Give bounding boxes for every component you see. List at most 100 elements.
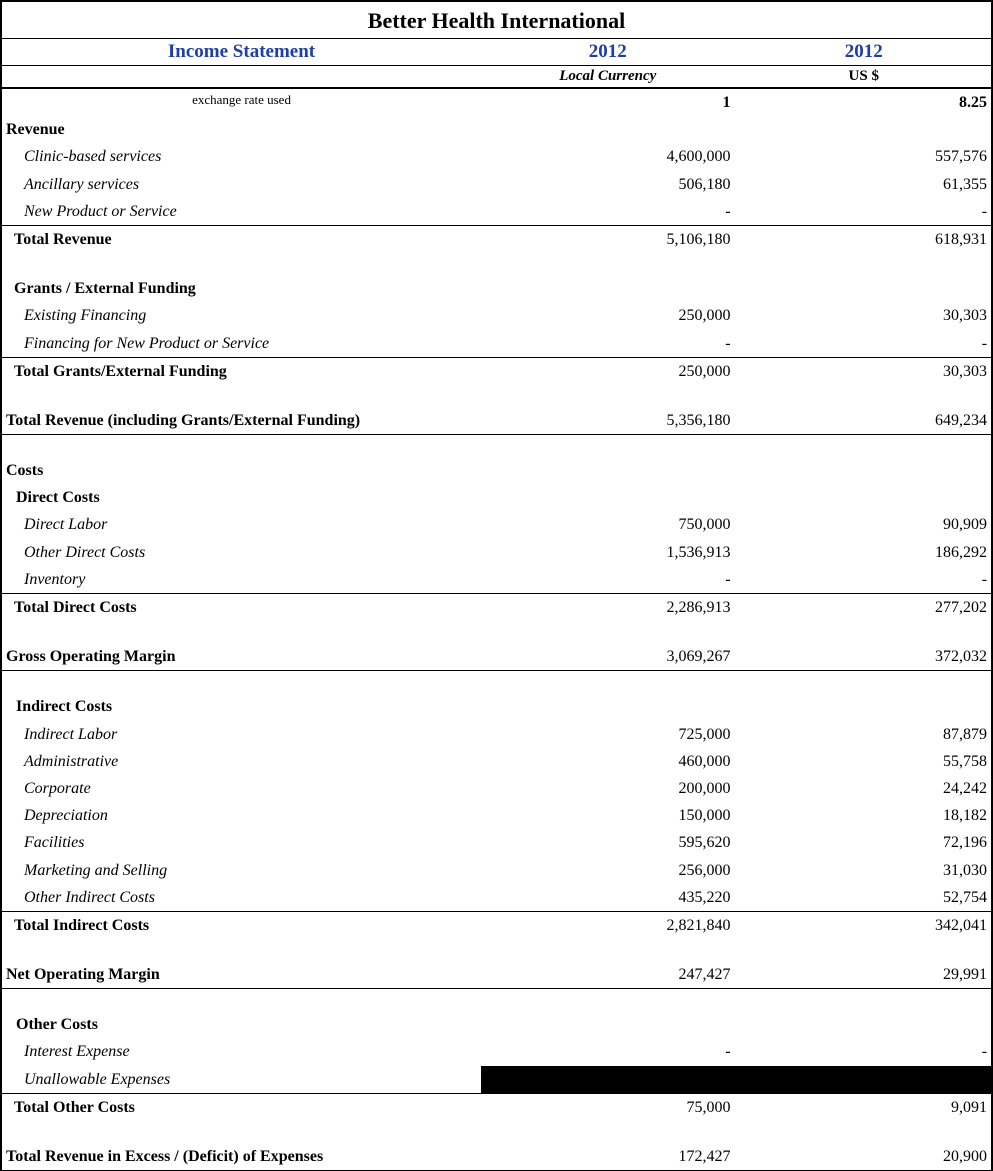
spacer xyxy=(2,253,991,275)
net-margin-label: Net Operating Margin xyxy=(2,961,481,988)
deprec-row: Depreciation 150,000 18,182 xyxy=(2,802,991,829)
subheader-usd: US $ xyxy=(737,66,991,87)
interest-local: - xyxy=(481,1038,736,1065)
grants-header-label: Grants / External Funding xyxy=(2,275,481,302)
indirect-labor-local: 725,000 xyxy=(481,721,736,748)
facilities-local: 595,620 xyxy=(481,829,736,856)
corporate-local: 200,000 xyxy=(481,775,736,802)
inventory-label: Inventory xyxy=(2,566,481,593)
spacer xyxy=(2,385,991,407)
excess-usd: 20,900 xyxy=(737,1143,991,1170)
marketing-usd: 31,030 xyxy=(737,857,991,884)
clinic-usd: 557,576 xyxy=(737,143,991,170)
other-direct-row: Other Direct Costs 1,536,913 186,292 xyxy=(2,539,991,566)
deprec-usd: 18,182 xyxy=(737,802,991,829)
spacer xyxy=(2,1121,991,1143)
spacer xyxy=(2,621,991,643)
ancillary-label: Ancillary services xyxy=(2,171,481,198)
exchange-label: exchange rate used xyxy=(2,89,481,116)
income-statement-page: Better Health International Income State… xyxy=(0,0,993,1171)
gross-margin-row: Gross Operating Margin 3,069,267 372,032 xyxy=(2,643,991,671)
existing-fin-row: Existing Financing 250,000 30,303 xyxy=(2,302,991,329)
indirect-header-label: Indirect Costs xyxy=(2,693,481,720)
header-year-local: 2012 xyxy=(481,39,736,65)
ancillary-usd: 61,355 xyxy=(737,171,991,198)
admin-label: Administrative xyxy=(2,748,481,775)
column-header-row: Income Statement 2012 2012 xyxy=(2,39,991,66)
direct-labor-local: 750,000 xyxy=(481,511,736,538)
costs-header-label: Costs xyxy=(2,457,481,484)
total-rev-incl-local: 5,356,180 xyxy=(481,407,736,434)
direct-costs-header: Direct Costs xyxy=(2,484,991,511)
inventory-row: Inventory - - xyxy=(2,566,991,593)
unallow-local-redacted xyxy=(481,1066,736,1093)
total-indirect-local: 2,821,840 xyxy=(481,911,736,939)
page-title: Better Health International xyxy=(2,2,991,39)
newprod-row: New Product or Service - - xyxy=(2,198,991,225)
other-direct-label: Other Direct Costs xyxy=(2,539,481,566)
exchange-usd: 8.25 xyxy=(737,89,991,116)
gross-margin-label: Gross Operating Margin xyxy=(2,643,481,670)
total-direct-usd: 277,202 xyxy=(737,593,991,621)
marketing-row: Marketing and Selling 256,000 31,030 xyxy=(2,857,991,884)
newprod-local: - xyxy=(481,198,736,225)
gross-margin-local: 3,069,267 xyxy=(481,643,736,670)
total-grants-local: 250,000 xyxy=(481,357,736,385)
direct-labor-row: Direct Labor 750,000 90,909 xyxy=(2,511,991,538)
total-revenue-local: 5,106,180 xyxy=(481,225,736,253)
exchange-local: 1 xyxy=(481,89,736,116)
newprod-label: New Product or Service xyxy=(2,198,481,225)
gross-margin-usd: 372,032 xyxy=(737,643,991,670)
spacer xyxy=(2,939,991,961)
interest-row: Interest Expense - - xyxy=(2,1038,991,1065)
clinic-label: Clinic-based services xyxy=(2,143,481,170)
revenue-header-label: Revenue xyxy=(2,116,481,143)
total-rev-incl-row: Total Revenue (including Grants/External… xyxy=(2,407,991,435)
total-rev-incl-label: Total Revenue (including Grants/External… xyxy=(2,407,481,434)
fin-new-local: - xyxy=(481,330,736,357)
facilities-row: Facilities 595,620 72,196 xyxy=(2,829,991,856)
other-direct-usd: 186,292 xyxy=(737,539,991,566)
costs-section-header: Costs xyxy=(2,457,991,484)
total-revenue-label: Total Revenue xyxy=(2,225,481,253)
newprod-usd: - xyxy=(737,198,991,225)
indirect-labor-label: Indirect Labor xyxy=(2,721,481,748)
subheader-local: Local Currency xyxy=(481,66,736,87)
other-direct-local: 1,536,913 xyxy=(481,539,736,566)
corporate-usd: 24,242 xyxy=(737,775,991,802)
total-indirect-label: Total Indirect Costs xyxy=(2,911,481,939)
excess-label: Total Revenue in Excess / (Deficit) of E… xyxy=(2,1143,481,1170)
marketing-label: Marketing and Selling xyxy=(2,857,481,884)
ancillary-row: Ancillary services 506,180 61,355 xyxy=(2,171,991,198)
interest-usd: - xyxy=(737,1038,991,1065)
total-revenue-row: Total Revenue 5,106,180 618,931 xyxy=(2,225,991,253)
admin-usd: 55,758 xyxy=(737,748,991,775)
other-indirect-row: Other Indirect Costs 435,220 52,754 xyxy=(2,884,991,911)
existing-fin-local: 250,000 xyxy=(481,302,736,329)
marketing-local: 256,000 xyxy=(481,857,736,884)
interest-label: Interest Expense xyxy=(2,1038,481,1065)
deprec-label: Depreciation xyxy=(2,802,481,829)
revenue-section-header: Revenue xyxy=(2,116,991,143)
direct-header-label: Direct Costs xyxy=(2,484,481,511)
existing-fin-usd: 30,303 xyxy=(737,302,991,329)
total-revenue-usd: 618,931 xyxy=(737,225,991,253)
indirect-labor-row: Indirect Labor 725,000 87,879 xyxy=(2,721,991,748)
indirect-labor-usd: 87,879 xyxy=(737,721,991,748)
total-direct-row: Total Direct Costs 2,286,913 277,202 xyxy=(2,593,991,621)
net-margin-usd: 29,991 xyxy=(737,961,991,988)
currency-subheader-row: Local Currency US $ xyxy=(2,66,991,89)
direct-labor-label: Direct Labor xyxy=(2,511,481,538)
total-indirect-row: Total Indirect Costs 2,821,840 342,041 xyxy=(2,911,991,939)
other-indirect-local: 435,220 xyxy=(481,884,736,911)
inventory-local: - xyxy=(481,566,736,593)
direct-labor-usd: 90,909 xyxy=(737,511,991,538)
exchange-rate-row: exchange rate used 1 8.25 xyxy=(2,89,991,116)
facilities-usd: 72,196 xyxy=(737,829,991,856)
existing-fin-label: Existing Financing xyxy=(2,302,481,329)
clinic-row: Clinic-based services 4,600,000 557,576 xyxy=(2,143,991,170)
deprec-local: 150,000 xyxy=(481,802,736,829)
header-label: Income Statement xyxy=(2,39,481,65)
fin-new-row: Financing for New Product or Service - - xyxy=(2,330,991,357)
facilities-label: Facilities xyxy=(2,829,481,856)
